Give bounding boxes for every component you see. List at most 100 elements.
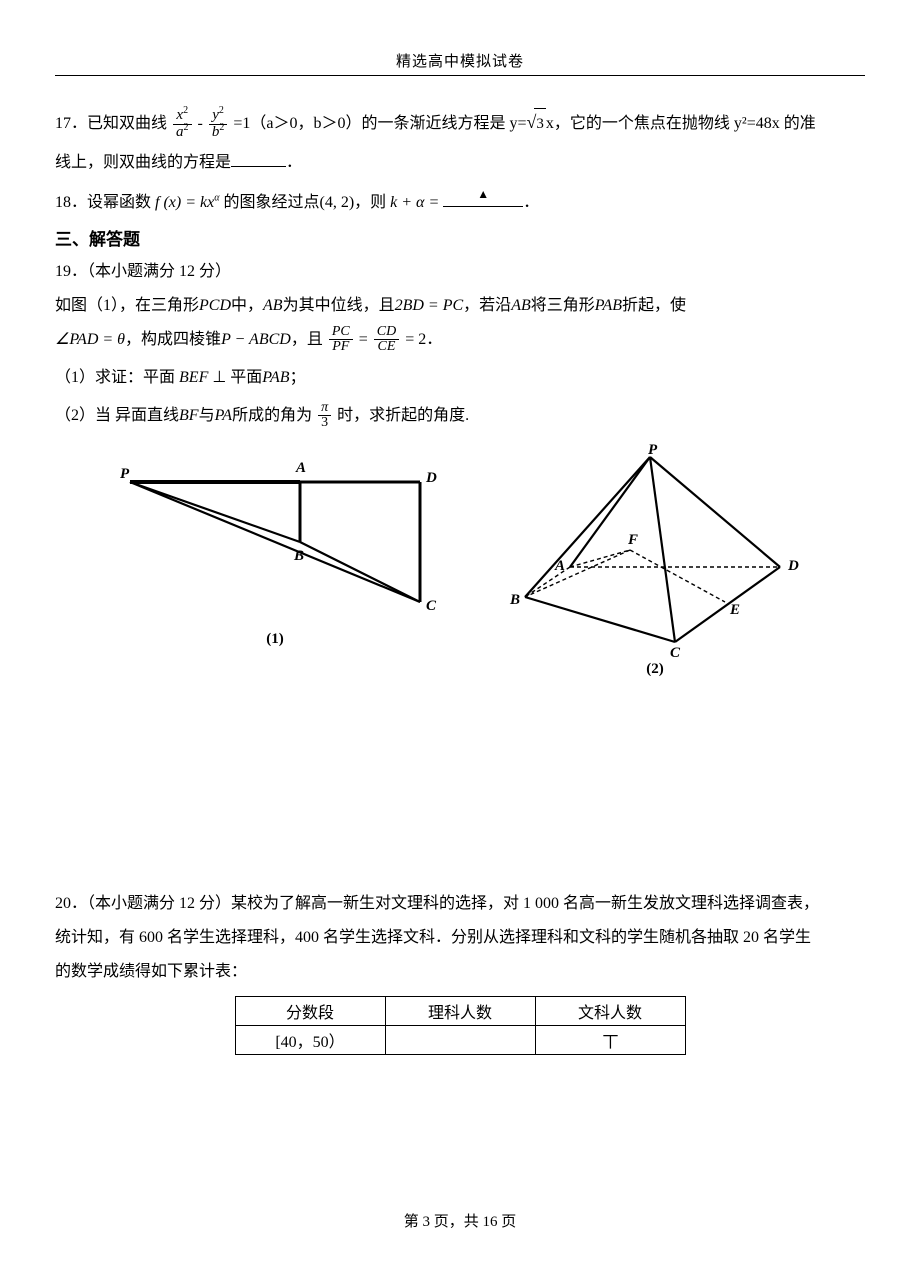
fig2-E: E xyxy=(729,602,740,618)
q17-pre: ．已知双曲线 xyxy=(71,115,167,132)
q19-PAB2: PAB xyxy=(262,369,289,386)
q19-frac2-den: CE xyxy=(374,340,399,355)
q19-p1-end: ； xyxy=(290,369,306,386)
q19-BEF: BEF xyxy=(179,369,208,386)
fig1-A: A xyxy=(295,460,306,476)
q17-line2: 线上，则双曲线的方程是 ． xyxy=(55,147,865,179)
q17: 17．已知双曲线 x2 a2 - y2 b2 =1（a＞0，b＞0）的一条渐近线… xyxy=(55,104,865,141)
fig1-caption: (1) xyxy=(110,631,440,648)
fig2-F: F xyxy=(627,532,638,548)
q19-three: 3 xyxy=(318,416,331,431)
q19-num: 19 xyxy=(55,263,71,280)
q18-mid: 的图象经过点 xyxy=(223,194,319,211)
q20-pts: ．（本小题满分 12 分）某校为了解高一新生对文理科的选择，对 1 000 名高… xyxy=(71,895,819,912)
footer-pre: 第 xyxy=(404,1214,423,1230)
q19-AB2: AB xyxy=(511,297,531,314)
q17-frac-xa: x2 a2 xyxy=(173,108,192,141)
footer-mid: 页，共 xyxy=(430,1214,483,1230)
q19-l2: ∠PAD = θ，构成四棱锥P − ABCD，且 PCPF = CDCE = 2… xyxy=(55,324,865,356)
q19-p2-post: 时，求折起的角度. xyxy=(337,407,469,424)
q17-yb-den-sup: 2 xyxy=(219,122,224,133)
q19-part2: （2）当 异面直线BF与PA所成的角为 π3 时，求折起的角度. xyxy=(55,400,865,432)
q19-p2-mid: 所成的角为 xyxy=(232,407,312,424)
page-header-title: 精选高中模拟试卷 xyxy=(55,50,865,75)
q19-l2c: ，且 xyxy=(291,331,323,348)
q19-frac1: PCPF xyxy=(329,325,353,355)
q19-eq-a: = xyxy=(359,331,372,348)
q19-fig1: P A D B C xyxy=(110,442,440,627)
q19-l1a: 如图（1），在三角形 xyxy=(55,297,199,314)
q19-angle: ∠PAD = θ xyxy=(55,331,125,348)
page-footer: 第 3 页，共 16 页 xyxy=(0,1210,920,1231)
q19-p1-post: 平面 xyxy=(230,369,262,386)
q17-eq1: =1（a＞0，b＞0）的一条渐近线方程是 y= xyxy=(233,115,526,132)
q19-AB: AB xyxy=(263,297,283,314)
q19-l1d: ，若沿 xyxy=(463,297,511,314)
q19-p1-pre: （1）求证：平面 xyxy=(55,369,179,386)
q19-PAB: PAB xyxy=(595,297,622,314)
q17-l2-text: 线上，则双曲线的方程是 xyxy=(55,154,231,171)
q17-frac-yb: y2 b2 xyxy=(209,108,228,141)
cell-range: [40，50） xyxy=(235,1025,385,1054)
q19-frac2: CDCE xyxy=(374,325,399,355)
q18-period: ． xyxy=(523,194,539,211)
q19-pyr: P − ABCD xyxy=(221,331,291,348)
q19-frac1-num: PC xyxy=(329,325,353,341)
q19-l2b: ，构成四棱锥 xyxy=(125,331,221,348)
fig1-B: B xyxy=(293,548,304,564)
q20-table-container: 分数段 理科人数 文科人数 [40，50） 丅 xyxy=(55,996,865,1055)
q19-l1: 如图（1），在三角形PCD中，AB为其中位线，且2BD = PC，若沿AB将三角… xyxy=(55,290,865,322)
fig2-C: C xyxy=(670,645,681,657)
q19-fig2: P A B C D E F xyxy=(500,442,810,657)
q19-part1: （1）求证：平面 BEF ⊥ 平面PAB； xyxy=(55,362,865,394)
q19-eq2: = 2 xyxy=(405,331,426,348)
cell-wen: 丅 xyxy=(535,1025,685,1054)
footer-current-page: 3 xyxy=(422,1214,430,1230)
q20-num: 20 xyxy=(55,895,71,912)
q17-minus: - xyxy=(198,115,207,132)
fig1-D: D xyxy=(425,470,437,486)
q18-pt: (4, 2) xyxy=(319,194,354,211)
footer-post: 页 xyxy=(498,1214,517,1230)
q19-l1c: 为其中位线，且 xyxy=(283,297,395,314)
q19-l1f: 折起，使 xyxy=(622,297,686,314)
th-wen: 文科人数 xyxy=(535,996,685,1025)
q20-l2: 统计知，有 600 名学生选择理科，400 名学生选择文科．分别从选择理科和文科… xyxy=(55,922,865,954)
q18-expr: k + α = xyxy=(390,194,439,211)
header-rule xyxy=(55,75,865,76)
q19-frac-pi3: π3 xyxy=(318,401,331,431)
q19-fig1-wrap: P A D B C (1) xyxy=(110,442,440,648)
q17-yb-num-sup: 2 xyxy=(219,105,224,116)
q17-post-sqrt: x，它的一个焦点在抛物线 y²=48x 的准 xyxy=(546,115,816,132)
q18-num: 18 xyxy=(55,194,71,211)
table-header-row: 分数段 理科人数 文科人数 xyxy=(235,996,685,1025)
q19-p2-pre: （2）当 异面直线 xyxy=(55,407,179,424)
q17-period: ． xyxy=(286,154,302,171)
q19-pts: ．（本小题满分 12 分） xyxy=(71,263,231,280)
q19-l2d: ． xyxy=(426,331,442,348)
q18-pre: ．设幂函数 xyxy=(71,194,151,211)
q17-xa-den-sup: 2 xyxy=(184,122,189,133)
q17-num: 17 xyxy=(55,115,71,132)
fig1-P: P xyxy=(120,466,130,482)
fig2-A: A xyxy=(554,558,565,574)
fig1-C: C xyxy=(426,598,437,614)
q19-with: 与 xyxy=(199,407,215,424)
section-3-title: 三、解答题 xyxy=(55,225,865,250)
q20-l1: 20．（本小题满分 12 分）某校为了解高一新生对文理科的选择，对 1 000 … xyxy=(55,888,865,920)
q19-fig2-wrap: P A B C D E F (2) xyxy=(500,442,810,678)
q19-frac2-num: CD xyxy=(374,325,399,341)
q19-PCD: PCD xyxy=(199,297,231,314)
q17-sqrt-body: 3 xyxy=(534,108,546,139)
fig2-D: D xyxy=(787,558,799,574)
q18: 18．设幂函数 f (x) = kxα 的图象经过点(4, 2)，则 k + α… xyxy=(55,187,865,219)
q17-xa-num-sup: 2 xyxy=(183,105,188,116)
fig2-caption: (2) xyxy=(500,661,810,678)
q19-frac1-den: PF xyxy=(329,340,353,355)
fig2-B: B xyxy=(509,592,520,608)
q18-blank xyxy=(443,192,523,207)
fig2-P: P xyxy=(648,442,658,458)
q19-pi: π xyxy=(318,401,331,417)
q19-l1e: 将三角形 xyxy=(531,297,595,314)
cell-li xyxy=(385,1025,535,1054)
